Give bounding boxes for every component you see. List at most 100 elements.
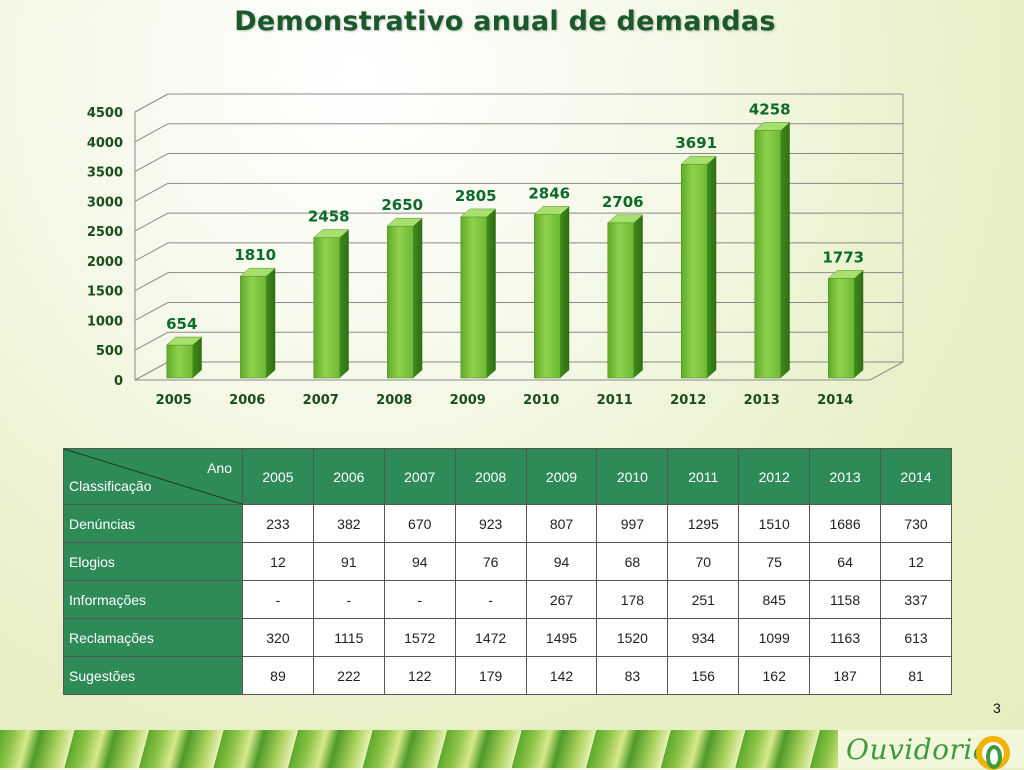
y-tick-label: 3500 xyxy=(87,166,123,181)
gridline xyxy=(134,182,169,202)
table-cell: 233 xyxy=(242,504,314,543)
table-row: Reclamações 320 1115 1572 1472 1495 1520 934 109… xyxy=(63,618,952,657)
table-cell: 934 xyxy=(667,618,740,657)
bar xyxy=(460,216,487,379)
data-label: 2458 xyxy=(308,208,350,226)
data-label: 2805 xyxy=(455,187,497,205)
table-cell: 1163 xyxy=(809,618,882,657)
bar-top xyxy=(607,214,644,224)
bar-side xyxy=(707,156,717,378)
bar xyxy=(754,130,781,379)
page-title: Demonstrativo anual de demandas xyxy=(234,6,776,37)
bar-top xyxy=(460,208,497,218)
x-tick-label: 2006 xyxy=(229,393,265,408)
bar-side xyxy=(413,218,423,378)
table-row: Sugestões 89 222 122 179 142 83 156 162 187 81 xyxy=(63,656,952,695)
table-cell: 75 xyxy=(738,542,811,581)
table-cell: 1520 xyxy=(596,618,669,657)
x-tick-label: 2011 xyxy=(597,393,633,408)
bar-side xyxy=(854,270,864,378)
year-header: 2010 xyxy=(596,448,669,505)
bar-top xyxy=(533,206,570,215)
gridline xyxy=(134,272,169,292)
bar xyxy=(607,222,634,379)
data-label: 2650 xyxy=(381,196,423,214)
bar-side xyxy=(486,208,496,378)
bar-side xyxy=(339,229,349,378)
bar xyxy=(166,344,193,379)
table-row: Elogios 12 91 94 76 94 68 70 75 64 12 xyxy=(63,542,952,581)
table-cell: - xyxy=(242,580,314,619)
y-tick-label: 1500 xyxy=(87,285,123,300)
x-tick-label: 2010 xyxy=(523,393,559,408)
ouvidoria-logo: Ouvidoria xyxy=(846,733,991,766)
year-header: 2008 xyxy=(454,448,527,505)
bar xyxy=(387,225,414,379)
table-cell: 613 xyxy=(880,618,952,657)
y-tick-label: 2500 xyxy=(87,225,123,240)
table-cell: 1115 xyxy=(312,618,385,657)
gridline xyxy=(134,242,169,262)
table-cell: 70 xyxy=(667,542,740,581)
table-cell: 1295 xyxy=(667,504,740,543)
x-tick-label: 2014 xyxy=(817,393,853,408)
year-header: 2012 xyxy=(738,448,811,505)
y-tick-label: 4000 xyxy=(87,136,123,151)
table-cell: 156 xyxy=(667,656,740,695)
gridline xyxy=(134,361,169,381)
x-tick-label: 2013 xyxy=(744,393,780,408)
year-header: 2011 xyxy=(667,448,740,505)
table-header-row: Ano Classificação 2005 2006 2007 2008 20… xyxy=(63,448,952,505)
table-cell: 1099 xyxy=(738,618,811,657)
table-cell: 337 xyxy=(880,580,952,619)
bar-side xyxy=(560,206,570,378)
table-cell: 730 xyxy=(880,504,952,543)
table-row: Informações - - - -267 178 251 845 1158 337 xyxy=(63,580,952,619)
year-header: 2014 xyxy=(880,448,952,505)
table-cell: 222 xyxy=(312,656,385,695)
y-tick-label: 1000 xyxy=(87,314,123,329)
bar-top xyxy=(313,229,350,238)
table-cell: 12 xyxy=(242,542,314,581)
table-cell: 807 xyxy=(525,504,598,543)
gridline xyxy=(134,331,169,351)
year-header: 2007 xyxy=(383,448,456,505)
bar-top xyxy=(680,155,717,165)
row-label: Elogios xyxy=(63,542,243,581)
year-header: 2009 xyxy=(525,448,598,505)
bar xyxy=(240,275,267,379)
gridline xyxy=(134,153,169,172)
logo-inner-icon xyxy=(986,745,1002,769)
bar-side xyxy=(266,268,276,378)
year-header: 2005 xyxy=(242,448,314,505)
x-tick-label: 2008 xyxy=(376,393,412,408)
bar-side xyxy=(633,214,643,378)
bar xyxy=(681,163,708,379)
table-cell: 68 xyxy=(596,542,669,581)
table-cell: 1572 xyxy=(383,618,456,657)
table-cell: 251 xyxy=(667,580,740,619)
corner-label-classificacao: Classificação xyxy=(69,478,152,494)
table-cell: 1472 xyxy=(454,618,527,657)
table-cell: 83 xyxy=(596,656,669,695)
year-header: 2013 xyxy=(809,448,882,505)
table-cell: 89 xyxy=(242,656,314,695)
data-label: 4258 xyxy=(749,100,791,118)
table-row: Denúncias 233 382 670 923 807 997 1295 1510 1686 7… xyxy=(63,504,952,543)
table-cell: 81 xyxy=(880,656,952,695)
table-cell: 187 xyxy=(809,656,882,695)
gridline xyxy=(134,302,169,321)
page-number: 3 xyxy=(993,700,1001,716)
table-cell: 94 xyxy=(383,542,456,581)
year-header: 2006 xyxy=(312,448,385,505)
bar-top xyxy=(754,122,791,131)
table-cell: 923 xyxy=(454,504,527,543)
x-tick-label: 2009 xyxy=(450,393,486,408)
demand-table: Ano Classificação 2005 2006 2007 2008 20… xyxy=(63,448,952,695)
table-cell: 162 xyxy=(738,656,811,695)
row-label: Informações xyxy=(63,580,243,619)
bar-top xyxy=(827,270,864,279)
gridline xyxy=(134,93,169,113)
table-cell: 1495 xyxy=(525,618,598,657)
table-cell: 76 xyxy=(454,542,527,581)
